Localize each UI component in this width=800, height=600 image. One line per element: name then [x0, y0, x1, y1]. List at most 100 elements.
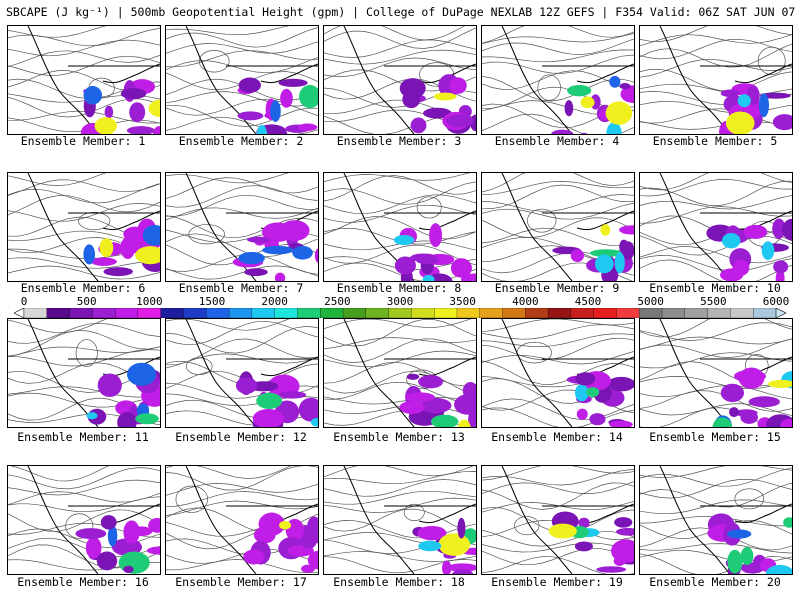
height-contour: [640, 466, 792, 478]
cape-shading: [580, 132, 588, 134]
colorbar-tick-label: 4500: [574, 295, 602, 308]
cape-shading: [712, 417, 733, 427]
cape-shading: [454, 394, 476, 415]
height-contour: [166, 320, 318, 346]
height-contour: [640, 543, 792, 554]
height-contour: [8, 203, 160, 222]
height-contour: [8, 257, 160, 269]
ensemble-member-label: Ensemble Member: 6: [20, 281, 146, 295]
height-contour: [8, 55, 160, 76]
ensemble-map-panel: [639, 465, 793, 575]
height-contour: [10, 466, 109, 482]
coastline: [501, 26, 634, 134]
height-contour: [166, 466, 318, 491]
height-contour: [8, 26, 160, 38]
height-contour: [482, 194, 634, 212]
height-contour: [324, 556, 476, 574]
cape-shading: [258, 512, 285, 536]
cape-shading: [278, 78, 308, 87]
colorbar-segment: [570, 308, 595, 318]
cape-shading: [97, 373, 122, 398]
height-contour: [324, 244, 476, 266]
cape-shading: [410, 117, 427, 134]
cape-shading: [394, 256, 416, 275]
height-contour-closed: [527, 208, 557, 233]
cape-shading: [301, 564, 315, 574]
colorbar-tick-label: 5000: [637, 295, 664, 308]
cape-shading: [619, 83, 631, 90]
height-contour: [640, 322, 792, 341]
ensemble-map-panel: [323, 25, 477, 135]
cape-shading: [433, 92, 457, 101]
height-contour: [482, 360, 634, 385]
height-contour: [640, 235, 792, 256]
ensemble-map-graphic: [640, 319, 792, 427]
height-contour: [166, 215, 318, 239]
ensemble-member-label: Ensemble Member: 2: [178, 134, 304, 148]
colorbar-arrow-left: [14, 308, 25, 318]
cape-shading: [237, 111, 264, 121]
cape-shading: [256, 124, 268, 134]
ensemble-map-panel: [639, 25, 793, 135]
height-contour: [640, 553, 792, 574]
height-contour: [324, 508, 476, 534]
ensemble-member-label: Ensemble Member: 15: [649, 430, 781, 444]
cape-shading: [548, 523, 577, 539]
cape-shading: [310, 417, 318, 427]
height-contour: [324, 337, 476, 350]
ensemble-map-graphic: [640, 173, 792, 281]
height-contour: [482, 33, 634, 45]
height-contour-closed: [516, 341, 552, 364]
colorbar-tick-label: 3500: [449, 295, 476, 308]
cape-shading: [616, 527, 634, 536]
height-contour: [166, 177, 318, 199]
height-contour: [324, 338, 476, 363]
cape-shading: [606, 122, 622, 134]
height-contour: [8, 496, 160, 513]
height-contour: [324, 350, 476, 368]
cape-shading: [299, 84, 318, 109]
cape-shading: [129, 102, 146, 123]
height-contour: [324, 520, 476, 539]
cape-shading: [570, 249, 585, 262]
height-contour: [482, 173, 634, 193]
colorbar-segment: [251, 308, 276, 318]
cape-shading: [781, 218, 792, 241]
cape-shading: [153, 126, 160, 134]
cape-shading: [238, 251, 265, 265]
cape-shading: [732, 259, 750, 276]
height-contour: [482, 469, 634, 486]
height-contour-closed: [757, 46, 786, 75]
colorbar-segment: [502, 308, 526, 318]
cape-shading: [96, 551, 118, 571]
height-contour: [482, 49, 634, 63]
cape-shading: [743, 224, 768, 239]
cape-shading: [238, 77, 261, 93]
cape-shading: [457, 419, 471, 427]
ensemble-map-graphic: [8, 319, 160, 427]
height-contour: [640, 206, 792, 224]
height-contour: [8, 479, 160, 496]
ensemble-map-panel: [323, 318, 477, 428]
colorbar-segment: [69, 308, 93, 318]
ensemble-member-label: Ensemble Member: 10: [649, 281, 781, 295]
cape-shading: [423, 107, 452, 119]
cape-shading: [99, 238, 114, 258]
ensemble-member-label: Ensemble Member: 17: [175, 575, 307, 589]
height-contour: [8, 528, 160, 549]
ensemble-map-panel: [481, 172, 635, 282]
height-contour: [166, 500, 318, 516]
ensemble-member-label: Ensemble Member: 18: [333, 575, 465, 589]
height-contour: [324, 479, 476, 497]
colorbar-segment: [365, 308, 390, 318]
ensemble-map-graphic: [482, 173, 634, 281]
height-contour-closed: [734, 488, 765, 510]
coastline: [185, 319, 318, 427]
height-contour: [166, 41, 318, 54]
height-contour: [640, 68, 792, 92]
cape-shading: [726, 529, 752, 539]
coastline: [343, 466, 476, 574]
cape-shading: [773, 260, 789, 274]
height-contour: [640, 407, 771, 427]
height-contour: [640, 352, 792, 369]
